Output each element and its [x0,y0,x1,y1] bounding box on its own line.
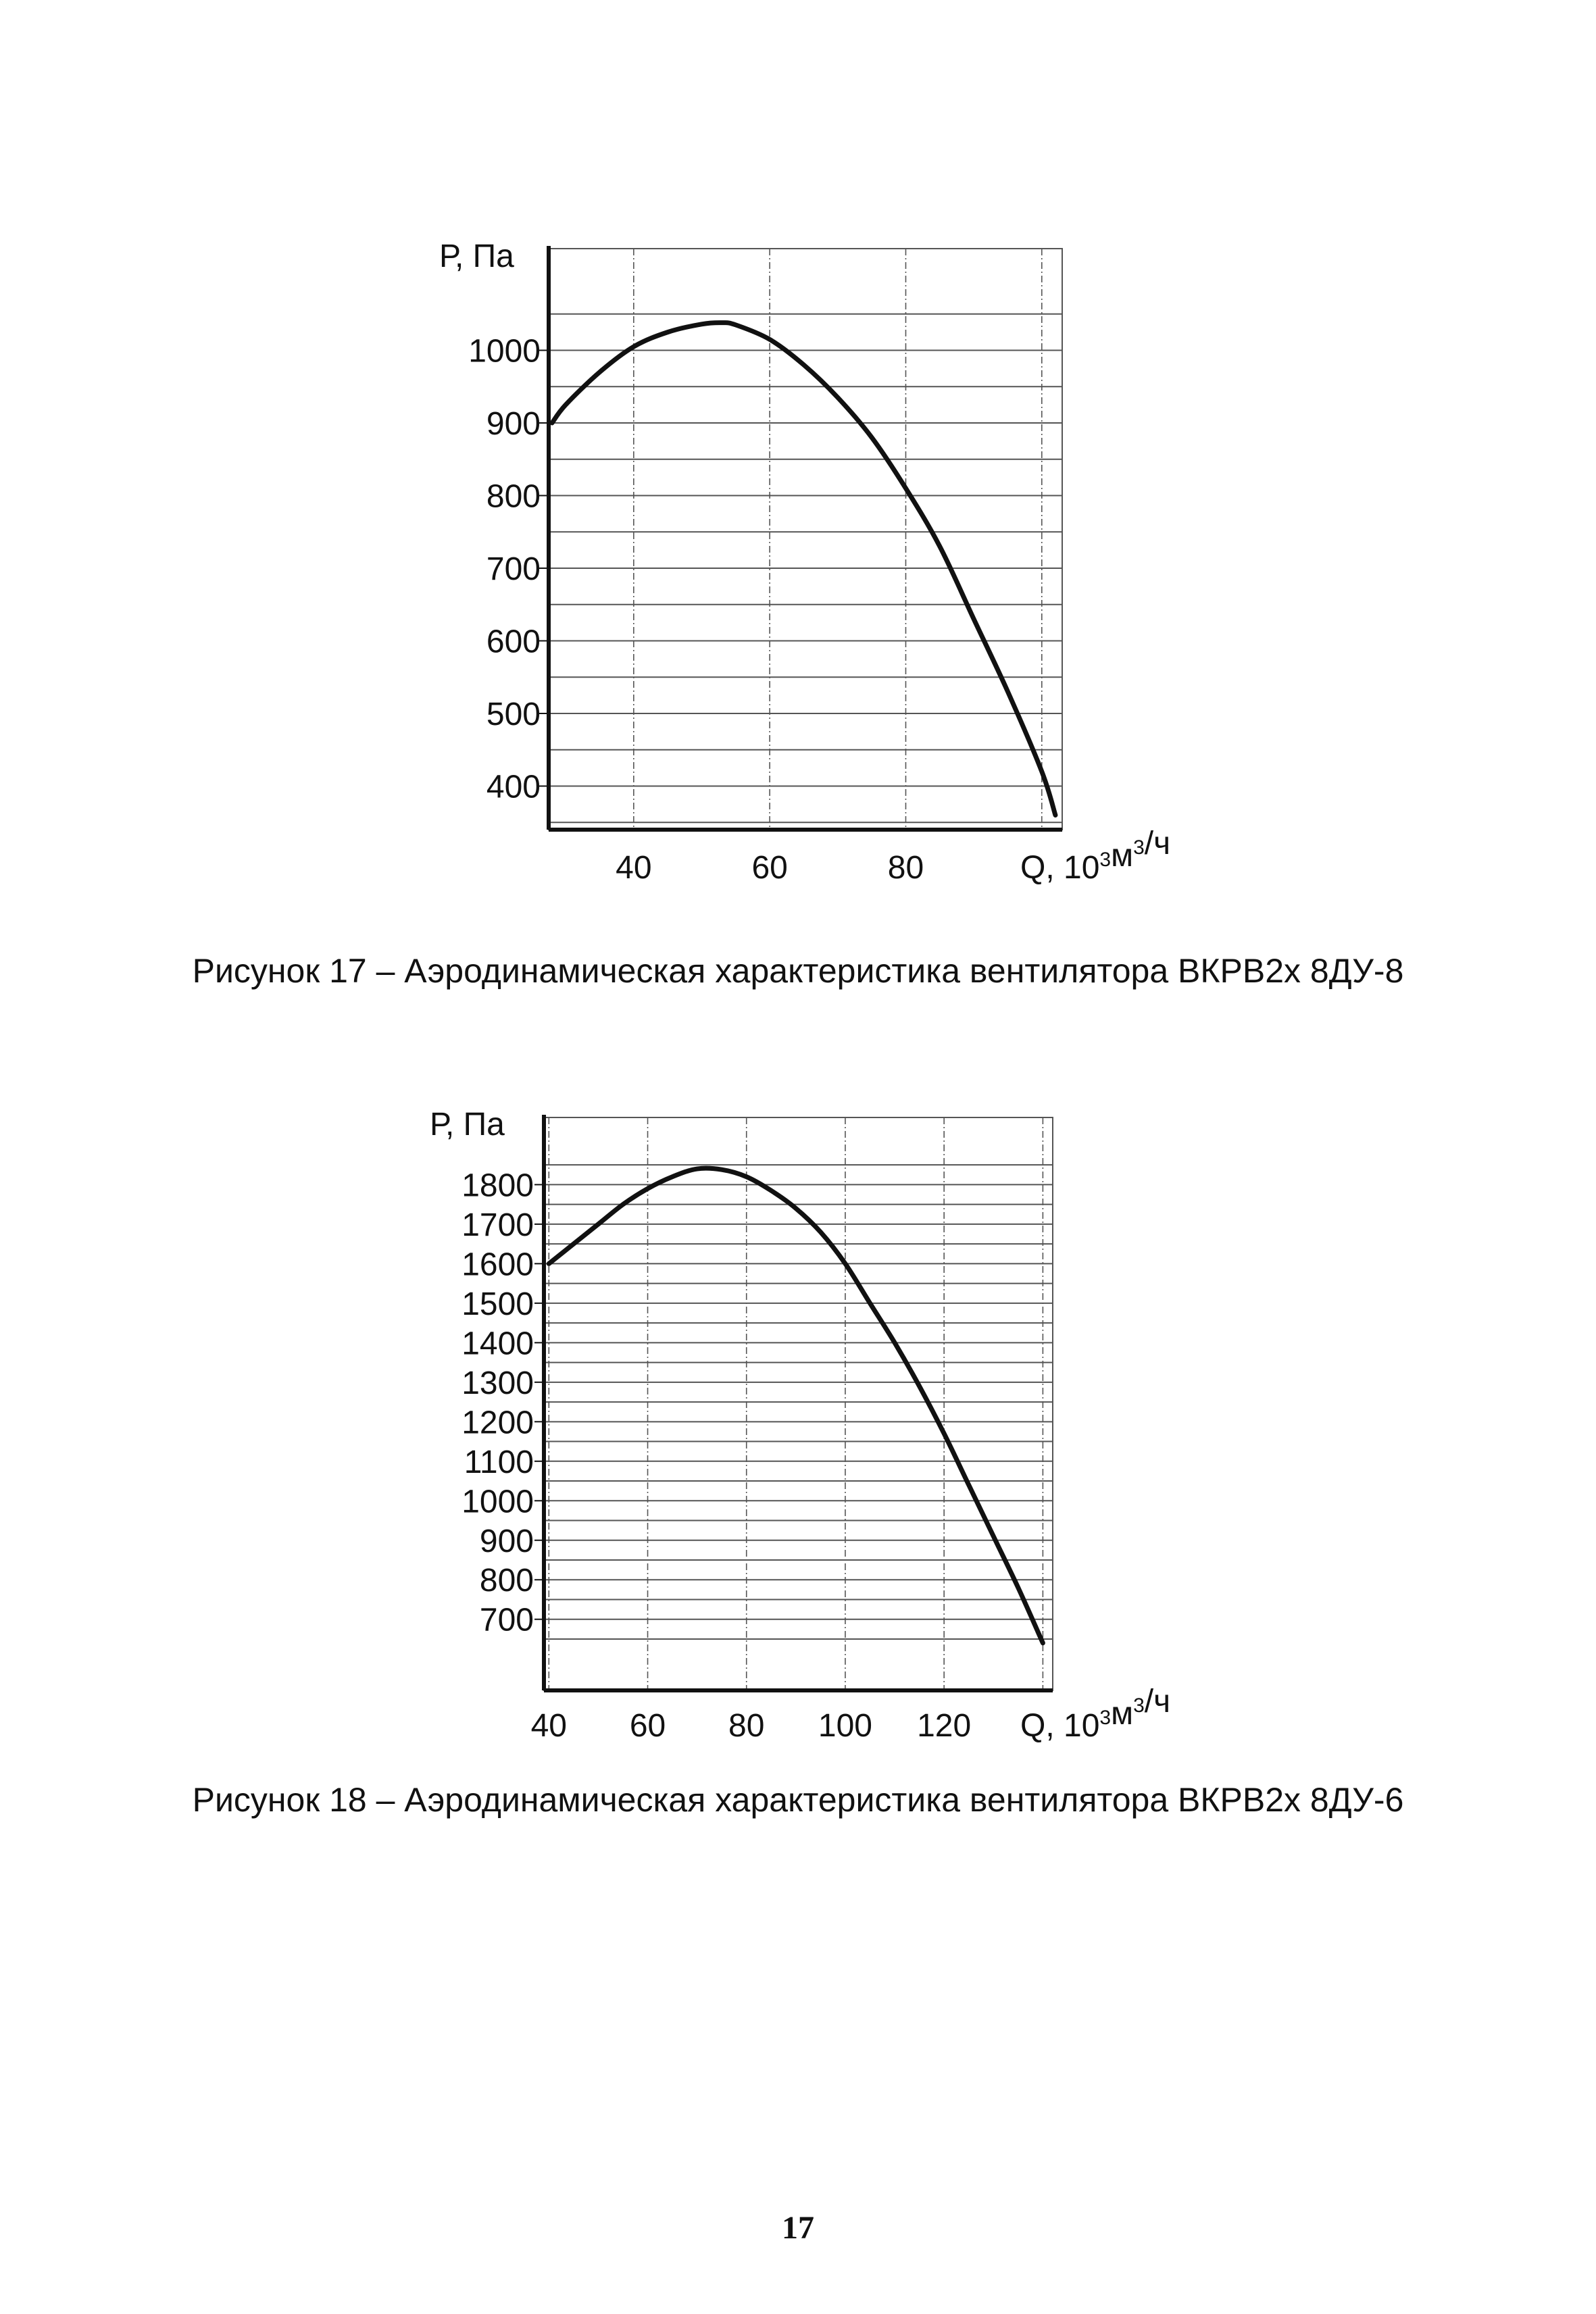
figure-17-caption: Рисунок 17 – Аэродинамическая характерис… [192,952,1404,990]
y-tick-label: 900 [487,406,541,442]
x-axis-title-superscript: 3 [1099,849,1111,871]
y-tick-label: 1800 [462,1167,534,1203]
x-tick-label: 40 [531,1708,567,1744]
x-axis-title-superscript: 3 [1133,1694,1145,1717]
x-tick-label: 40 [616,850,651,886]
y-axis-title: Р, Па [439,238,514,274]
x-axis-title-part: м [1111,1696,1133,1732]
y-tick-label: 600 [487,624,541,660]
y-tick-label: 1600 [462,1247,534,1282]
x-axis-title-part: Q, 10 [1020,1708,1099,1744]
x-axis-title: Q, 103м3/ч [1020,826,1170,886]
x-axis-title-part: /ч [1145,1684,1170,1719]
y-axis-title: Р, Па [430,1107,505,1142]
y-tick-label: 400 [487,770,541,805]
y-tick-label: 1000 [468,334,541,370]
x-axis-title-part: /ч [1145,826,1170,861]
y-tick-label: 900 [480,1524,534,1559]
y-tick-label: 1000 [462,1484,534,1519]
data-series-curve [549,320,1058,818]
y-tick-label: 1500 [462,1286,534,1322]
x-axis-title-superscript: 3 [1133,836,1145,859]
y-tick-label: 700 [487,551,541,587]
plot-frame [548,248,1063,830]
chart-figure-18: 700 800 900 1000 1100 1200 1300 1400 1500 1600 170… [430,1107,1170,1744]
x-tick-label: 60 [751,850,787,886]
y-tick-label: 800 [480,1563,534,1599]
y-tick-label: 1100 [464,1444,534,1480]
x-tick-label: 60 [630,1708,666,1744]
x-tick-label: 120 [917,1708,971,1744]
x-axis-title-part: Q, 10 [1020,850,1099,886]
x-axis-title-superscript: 3 [1099,1707,1111,1729]
x-tick-label: 100 [818,1708,872,1744]
y-tick-label: 1400 [462,1326,534,1361]
x-tick-label: 80 [728,1708,764,1744]
y-tick-label: 800 [487,479,541,515]
plot-frame [543,1117,1053,1691]
y-tick-label: 1300 [462,1365,534,1401]
x-tick-label: 80 [888,850,924,886]
figure-18-caption: Рисунок 18 – Аэродинамическая характерис… [192,1781,1404,1819]
y-tick-label: 500 [487,697,541,732]
y-tick-label: 700 [480,1603,534,1638]
y-tick-label: 1200 [462,1405,534,1440]
x-axis-title-part: м [1111,838,1133,874]
page-number: 17 [782,2210,814,2246]
x-axis-title: Q, 103м3/ч [1020,1684,1170,1744]
data-series-curve [546,1165,1045,1646]
y-tick-label: 1700 [462,1207,534,1243]
